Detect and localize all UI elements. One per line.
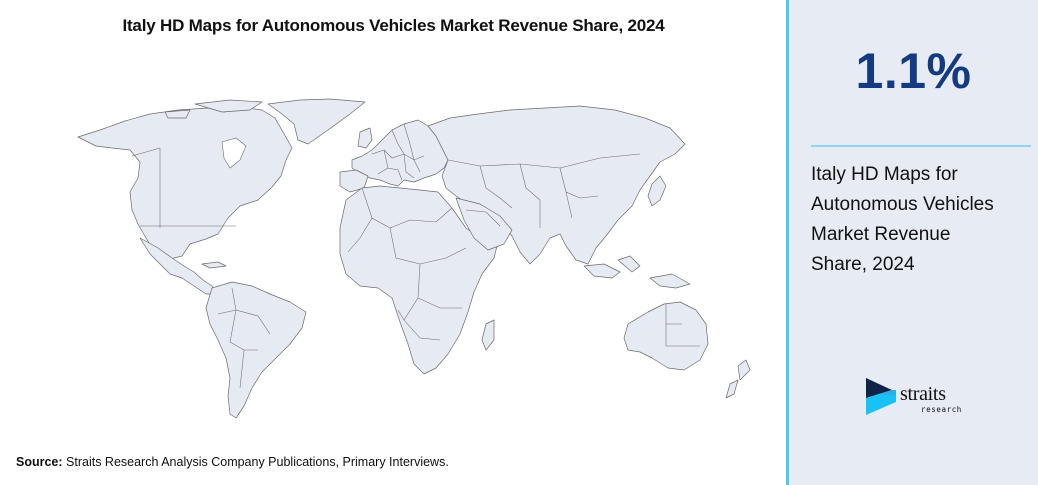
region-europe bbox=[351, 119, 449, 187]
description-line: Share, 2024 bbox=[811, 254, 915, 275]
asia-borders bbox=[447, 153, 641, 228]
stat-panel: 1.1% Italy HD Maps for Autonomous Vehicl… bbox=[786, 0, 1038, 485]
straits-chevron-logo-icon bbox=[866, 378, 896, 415]
region-north-america bbox=[77, 106, 293, 261]
source-text: Straits Research Analysis Company Public… bbox=[62, 455, 449, 469]
world-map bbox=[0, 88, 787, 433]
description-line: Market Revenue bbox=[811, 224, 951, 245]
logo-wordmark: straits bbox=[900, 383, 946, 405]
market-share-description: Italy HD Maps for Autonomous Vehicles Ma… bbox=[811, 160, 1026, 280]
world-map-svg bbox=[77, 98, 751, 419]
chart-title: Italy HD Maps for Autonomous Vehicles Ma… bbox=[122, 16, 665, 35]
europe-borders bbox=[371, 123, 425, 181]
description-line: Autonomous Vehicles bbox=[811, 194, 994, 215]
description-line: Italy HD Maps for bbox=[811, 164, 958, 185]
source-label: Source: bbox=[16, 455, 63, 469]
region-uk bbox=[357, 127, 373, 149]
africa-borders bbox=[347, 187, 467, 341]
source-note: Source: Straits Research Analysis Compan… bbox=[16, 455, 449, 469]
region-greenland bbox=[267, 98, 366, 145]
market-share-value: 1.1% bbox=[855, 43, 972, 99]
straits-research-logo: straits research bbox=[866, 378, 966, 418]
panel-divider bbox=[811, 145, 1031, 147]
logo-subtitle: research bbox=[921, 405, 962, 414]
map-section: Italy HD Maps for Autonomous Vehicles Ma… bbox=[0, 16, 787, 469]
region-asia bbox=[427, 105, 686, 265]
